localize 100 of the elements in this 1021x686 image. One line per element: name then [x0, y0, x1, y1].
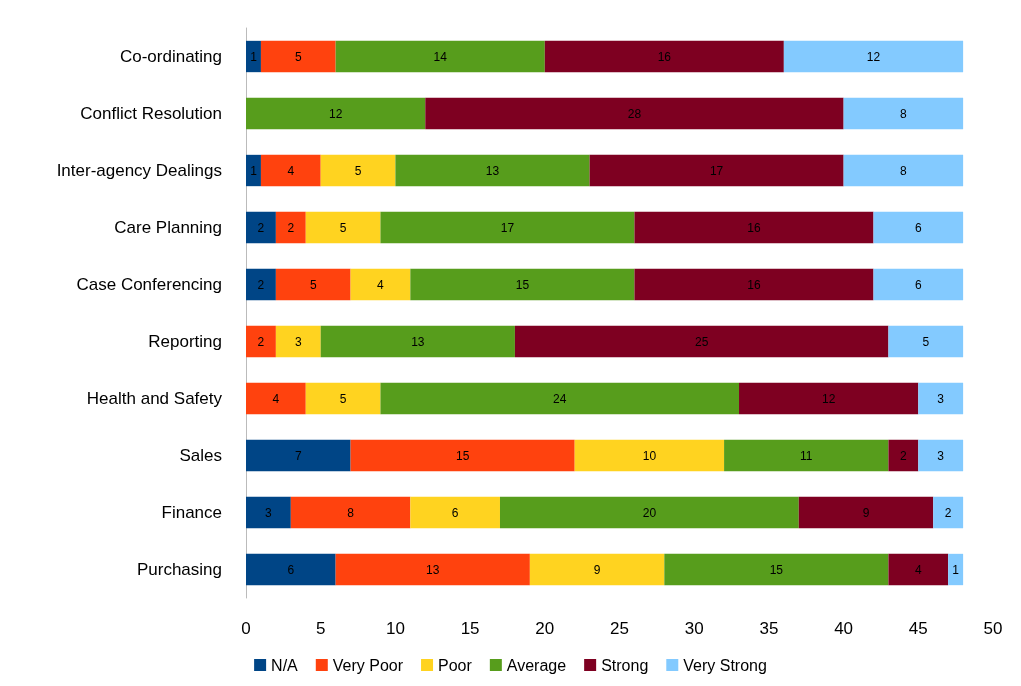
data-label: 9: [593, 562, 601, 577]
bar: [260, 154, 321, 187]
bar: [918, 382, 964, 415]
data-label: 5: [294, 49, 302, 64]
bar: [933, 496, 964, 529]
data-label: 2: [287, 220, 295, 235]
legend-label: Very Strong: [683, 656, 767, 674]
bar: [320, 154, 396, 187]
y-tick-label: Finance: [161, 503, 222, 522]
bar: [888, 325, 964, 358]
data-label: 8: [347, 505, 355, 520]
bar: [350, 439, 575, 472]
y-tick-label: Care Planning: [114, 218, 222, 237]
bar: [275, 211, 306, 244]
data-label: 10: [642, 448, 657, 463]
bar: [499, 496, 799, 529]
bar: [305, 382, 381, 415]
x-tick-label: 5: [315, 619, 326, 638]
bar: [246, 553, 336, 586]
data-label: 5: [339, 220, 347, 235]
y-tick-label: Conflict Resolution: [80, 104, 222, 123]
data-label: 13: [426, 562, 440, 577]
data-label: 6: [287, 562, 295, 577]
bar: [425, 97, 844, 130]
bar: [724, 439, 889, 472]
data-label: 12: [328, 106, 343, 121]
bar: [350, 268, 411, 301]
x-tick-label: 35: [759, 619, 779, 638]
data-label: 9: [862, 505, 870, 520]
y-tick-label: Case Conferencing: [76, 275, 222, 294]
bar: [888, 553, 949, 586]
bar: [260, 40, 336, 73]
data-label: 4: [914, 562, 922, 577]
data-label: 5: [354, 163, 362, 178]
bar: [246, 211, 276, 244]
data-label: 12: [866, 49, 881, 64]
x-tick-label: 10: [385, 619, 405, 638]
data-label: 4: [272, 391, 280, 406]
bar: [873, 211, 964, 244]
bar: [335, 553, 530, 586]
bar: [246, 382, 306, 415]
data-label: 6: [914, 220, 922, 235]
bar: [380, 382, 740, 415]
data-label: 15: [769, 562, 784, 577]
data-label: 3: [937, 391, 945, 406]
data-label: 11: [800, 448, 813, 463]
bar: [410, 268, 635, 301]
data-label: 17: [709, 163, 724, 178]
bar: [664, 553, 889, 586]
x-tick-label: 40: [834, 619, 854, 638]
data-label: 3: [294, 334, 302, 349]
data-label: 2: [257, 277, 265, 292]
data-label: 8: [900, 163, 908, 178]
y-tick-label: Co-ordinating: [119, 47, 222, 66]
data-label: 14: [433, 49, 448, 64]
bar: [275, 268, 351, 301]
data-label: 16: [657, 49, 672, 64]
data-label: 17: [500, 220, 515, 235]
data-label: 4: [377, 277, 385, 292]
bar: [544, 40, 784, 73]
bar: [843, 97, 964, 130]
data-label: 6: [914, 277, 922, 292]
x-tick-label: 0: [241, 619, 251, 638]
data-label: 25: [694, 334, 709, 349]
bar: [888, 439, 919, 472]
data-label: 24: [553, 391, 567, 406]
x-tick-label: 50: [983, 619, 1003, 638]
data-label: 28: [627, 106, 642, 121]
bar: [514, 325, 889, 358]
bar: [320, 325, 515, 358]
data-label: 2: [257, 220, 265, 235]
data-label: 5: [339, 391, 347, 406]
bar: [290, 496, 411, 529]
data-label: 5: [922, 334, 930, 349]
bar: [918, 439, 964, 472]
bar: [529, 553, 665, 586]
bar: [380, 211, 635, 244]
bar: [246, 97, 426, 130]
data-label: 3: [265, 505, 273, 520]
y-tick-label: Purchasing: [136, 560, 222, 579]
bar: [589, 154, 844, 187]
y-tick-label: Reporting: [148, 332, 222, 351]
bar: [948, 553, 964, 586]
legend-label: Strong: [601, 656, 649, 674]
data-label: 1: [250, 163, 258, 178]
bar: [783, 40, 964, 73]
data-label: 16: [747, 220, 761, 235]
bar: [275, 325, 321, 358]
bar: [410, 496, 500, 529]
data-label: 13: [485, 163, 500, 178]
data-label: 3: [937, 448, 945, 463]
data-label: 2: [900, 448, 908, 463]
bar: [395, 154, 590, 187]
y-tick-label: Sales: [179, 446, 222, 465]
bar: [335, 40, 545, 73]
bar: [246, 268, 276, 301]
bar: [305, 211, 381, 244]
bar: [739, 382, 919, 415]
x-tick-label: 20: [535, 619, 555, 638]
data-label: 1: [250, 49, 258, 64]
